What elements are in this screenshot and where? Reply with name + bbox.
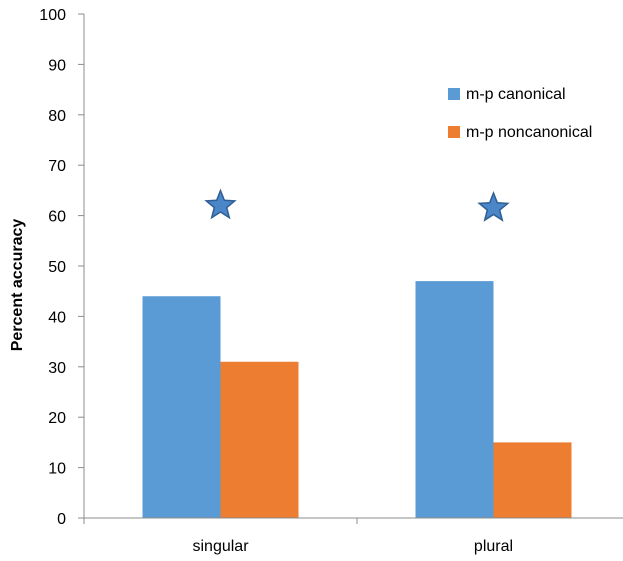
plot-area <box>142 188 572 518</box>
y-tick-label: 50 <box>48 259 66 276</box>
bar <box>493 442 572 518</box>
y-tick-label: 70 <box>48 158 66 175</box>
y-tick-label: 0 <box>57 511 66 528</box>
y-tick-label: 80 <box>48 108 66 125</box>
axes: 0 10 20 30 40 50 60 70 80 90 100 singular plural <box>39 7 623 555</box>
star-marker <box>477 190 510 222</box>
legend-label: m-p noncanonical <box>466 124 592 141</box>
legend-label: m-p canonical <box>466 86 566 103</box>
bar <box>415 281 494 518</box>
y-tick-label: 90 <box>48 57 66 74</box>
y-tick-label: 30 <box>48 360 66 377</box>
y-tick-label: 40 <box>48 309 66 326</box>
y-tick-label: 10 <box>48 461 66 478</box>
y-tick-label: 20 <box>48 410 66 427</box>
legend-swatch <box>448 126 460 138</box>
y-axis-label: Percent accuracy <box>9 219 26 352</box>
star-marker <box>204 188 237 220</box>
y-tick-label: 100 <box>39 7 66 24</box>
legend: m-p canonical m-p noncanonical <box>448 86 592 141</box>
x-tick-label: singular <box>192 538 249 555</box>
x-tick-label: plural <box>474 538 513 555</box>
y-tick-label: 60 <box>48 209 66 226</box>
bar <box>220 361 299 518</box>
legend-swatch <box>448 88 460 100</box>
bar <box>142 296 221 518</box>
